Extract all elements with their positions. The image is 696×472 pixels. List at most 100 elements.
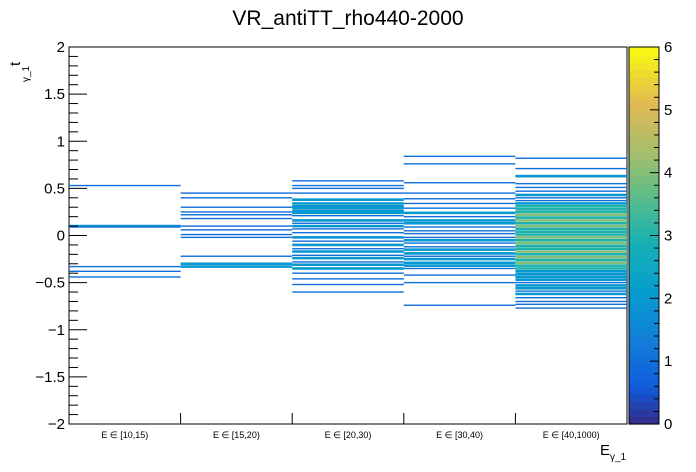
histogram-bin bbox=[180, 214, 293, 216]
y-axis: 2 1.5 1 0.5 0 −0.5 −1 −1.5 −2 bbox=[35, 39, 87, 433]
histogram-bin bbox=[69, 184, 181, 187]
histogram-bin bbox=[515, 261, 627, 265]
color-scale-band bbox=[629, 129, 659, 139]
histogram-bin bbox=[292, 278, 404, 280]
histogram-bin bbox=[403, 163, 516, 165]
histogram-bin bbox=[515, 275, 627, 279]
histogram-bin bbox=[515, 297, 627, 299]
color-scale: 0 1 2 3 4 5 6 bbox=[628, 39, 672, 433]
color-scale-band bbox=[629, 333, 659, 342]
x-axis-label-sub: γ_1 bbox=[610, 452, 627, 463]
histogram-bin bbox=[403, 242, 516, 244]
histogram-bin bbox=[292, 202, 404, 205]
histogram-bin bbox=[292, 187, 404, 190]
color-scale-band bbox=[629, 280, 659, 289]
histogram-bin bbox=[292, 184, 404, 187]
histogram-bin bbox=[180, 262, 293, 266]
histogram-bin bbox=[69, 270, 181, 273]
y-tick-label: −2 bbox=[48, 416, 65, 433]
color-scale-band bbox=[629, 416, 659, 425]
histogram-bin bbox=[515, 241, 627, 245]
histogram-bin bbox=[403, 238, 516, 242]
histogram-bin bbox=[515, 303, 627, 306]
histogram-bin bbox=[292, 272, 404, 274]
histogram-bin bbox=[69, 276, 181, 278]
histogram-bin bbox=[515, 221, 627, 225]
color-scale-band bbox=[629, 69, 659, 78]
x-category-label: E ∈ [10,15) bbox=[101, 430, 148, 440]
color-scale-band bbox=[629, 99, 659, 108]
histogram-bin bbox=[180, 236, 293, 239]
color-scale-band bbox=[629, 378, 659, 387]
histogram-bin bbox=[292, 254, 404, 256]
histogram-bin bbox=[515, 290, 627, 292]
histogram-bin bbox=[292, 291, 404, 293]
color-scale-band bbox=[629, 288, 659, 297]
z-tick-label: 4 bbox=[664, 165, 672, 182]
histogram-bin bbox=[403, 182, 516, 184]
histogram-bin bbox=[515, 292, 627, 296]
histogram-bin bbox=[403, 211, 516, 215]
histogram-bin bbox=[515, 272, 627, 276]
color-scale-band bbox=[629, 182, 659, 191]
histogram-bin bbox=[292, 228, 404, 230]
x-axis-label: E bbox=[600, 442, 610, 459]
histogram-bin bbox=[292, 231, 404, 234]
x-category-label: E ∈ [40,1000) bbox=[543, 430, 600, 440]
y-tick-label: 0.5 bbox=[44, 180, 65, 197]
histogram-bin bbox=[515, 190, 627, 192]
color-scale-band bbox=[629, 341, 659, 350]
histogram-bin bbox=[515, 278, 627, 282]
histogram-bin bbox=[403, 215, 516, 218]
histogram-bin bbox=[403, 198, 516, 200]
color-scale-band bbox=[629, 273, 659, 282]
histogram-bin bbox=[292, 283, 404, 286]
histogram-bin bbox=[403, 281, 516, 284]
histogram-bin bbox=[292, 204, 404, 208]
x-category-label: E ∈ [30,40) bbox=[436, 430, 483, 440]
category-column bbox=[515, 157, 627, 309]
color-scale-band bbox=[629, 393, 659, 402]
color-scale-band bbox=[629, 160, 659, 169]
histogram-bin bbox=[403, 207, 516, 209]
histogram-bin bbox=[403, 236, 516, 239]
histogram-bin bbox=[69, 265, 181, 268]
color-scale-band bbox=[629, 265, 659, 274]
histogram-bin bbox=[515, 236, 627, 239]
histogram-bin bbox=[515, 219, 627, 222]
histogram-bin bbox=[292, 209, 404, 213]
histogram-bin bbox=[403, 155, 516, 158]
color-scale-band bbox=[629, 243, 659, 252]
color-scale-band bbox=[629, 235, 659, 244]
color-scale-band bbox=[629, 77, 659, 86]
color-scale-band bbox=[629, 145, 659, 154]
y-axis-title: t γ_1 bbox=[7, 61, 32, 82]
y-tick-label: 2 bbox=[57, 39, 65, 56]
histogram-bin bbox=[180, 217, 293, 220]
color-scale-band bbox=[629, 107, 659, 116]
x-category-label: E ∈ [20,30) bbox=[325, 430, 372, 440]
color-scale-band bbox=[629, 137, 659, 146]
histogram-bin bbox=[515, 182, 627, 185]
histogram-bin bbox=[403, 267, 516, 270]
color-scale-band bbox=[629, 175, 659, 184]
histogram-bin bbox=[515, 216, 627, 219]
histogram-bin bbox=[292, 198, 404, 201]
histogram-bin bbox=[292, 256, 404, 260]
data-layer bbox=[69, 155, 627, 309]
histogram-bin bbox=[515, 157, 627, 159]
histogram-bin bbox=[403, 304, 516, 306]
histogram-bin bbox=[515, 281, 627, 284]
x-category-label: E ∈ [15,20) bbox=[213, 430, 260, 440]
color-scale-band bbox=[629, 190, 659, 199]
color-scale-band bbox=[629, 356, 659, 365]
histogram-bin bbox=[515, 267, 627, 270]
histogram-bin bbox=[515, 253, 627, 256]
color-scale-band bbox=[629, 408, 659, 418]
color-scale-band bbox=[629, 152, 659, 161]
histogram-bin bbox=[515, 270, 627, 273]
color-scale-band bbox=[629, 212, 659, 222]
histogram-bin bbox=[403, 219, 516, 222]
histogram-bin bbox=[69, 226, 181, 228]
y-tick-label: 0 bbox=[57, 228, 65, 245]
